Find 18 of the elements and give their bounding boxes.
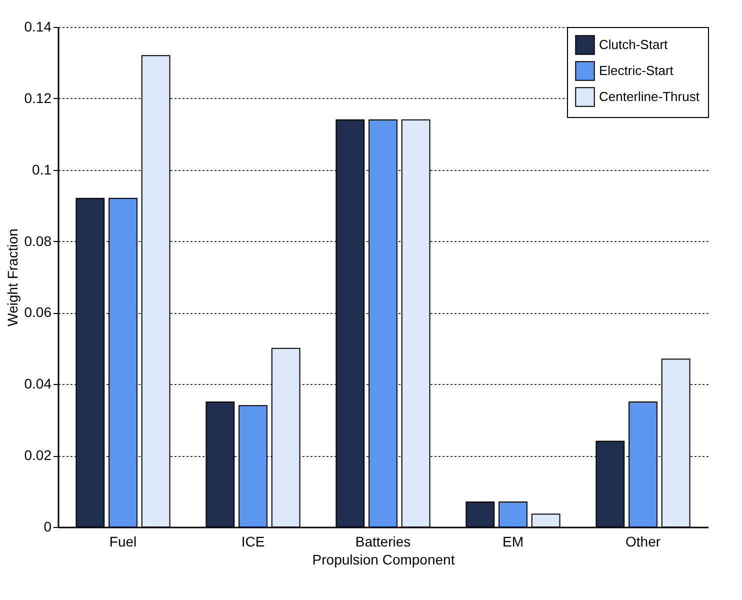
legend-label: Electric-Start: [599, 63, 674, 78]
y-tick-label: 0.04: [24, 376, 52, 392]
y-tick-label: 0.1: [32, 161, 52, 178]
y-tick-label: 0.12: [24, 90, 52, 106]
legend-label: Clutch-Start: [599, 37, 668, 52]
x-tick-label: EM: [502, 534, 524, 550]
y-tick-label: 0.08: [24, 232, 52, 249]
x-axis-title: Propulsion Component: [312, 552, 455, 568]
y-tick-label: 0: [44, 518, 52, 534]
x-tick-label: Batteries: [355, 534, 411, 550]
y-axis-title: Weight Fraction: [4, 228, 20, 326]
x-tick-label: Other: [625, 534, 661, 550]
legend-label: Centerline-Thrust: [599, 89, 700, 104]
y-tick-label: 0.06: [24, 304, 52, 320]
y-tick-label: 0.14: [24, 18, 52, 34]
x-tick-label: ICE: [241, 534, 265, 550]
y-tick-label: 0.02: [24, 447, 52, 464]
x-tick-label: Fuel: [109, 534, 137, 550]
